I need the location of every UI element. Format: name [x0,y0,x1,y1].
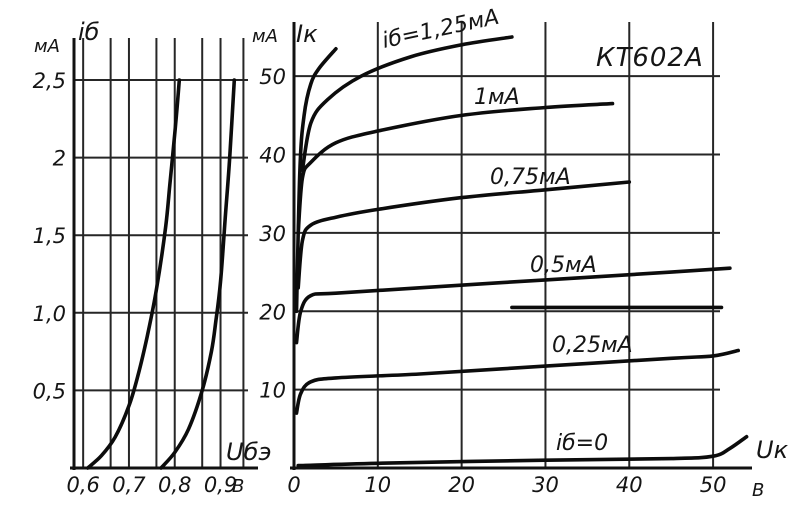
output-x-tick-label: 20 [448,473,475,497]
input-x-tick-label: 0,6 [66,473,99,497]
curve-label-0-75ma: 0,75мА [490,165,571,190]
output-y-tick-label: 30 [259,222,286,246]
input-x-tick-label: 0,9 [204,473,237,497]
input-y-tick-label: 2,5 [33,69,66,93]
curve-label-0-5ma: 0,5мА [530,253,597,278]
input-y-tick-label: 1,5 [33,224,66,248]
output-curve-1 [300,35,514,172]
input-grid [74,38,248,468]
output-curve-6 [294,348,740,415]
output-tick-labels: 0 10 20 30 40 50 10 20 30 40 50 [259,65,726,497]
output-characteristics-panel: мА Iк Uк В КТ602А 0 10 20 30 40 501020304050 … [252,5,789,501]
curve-label-ib-1-25ma: iб=1,25мА [380,5,501,54]
output-y-tick-label: 10 [259,379,286,403]
chart-title: КТ602А [596,43,704,73]
input-y-unit: мА [34,36,60,57]
output-x-tick-label: 30 [532,473,559,497]
input-curves [85,78,237,470]
input-y-label: iб [78,18,100,46]
output-x-tick-label: 0 [287,473,300,497]
input-x-tick-label: 0,7 [112,473,146,497]
output-x-tick-label: 40 [616,473,643,497]
output-axes [290,22,752,470]
input-x-unit: В [232,476,244,497]
input-tick-labels: 0,6 0,7 0,8 0,9 0,5 1,0 1,5 2 2,5 [33,69,238,497]
output-x-tick-label: 10 [364,473,391,497]
output-curve-2 [296,101,615,235]
output-x-unit: В [752,480,764,501]
input-x-label: Uбэ [226,438,272,466]
curve-label-0-25ma: 0,25мА [552,333,633,358]
curve-label-1ma: 1мА [474,85,520,110]
curve-label-ib-0: iб=0 [556,431,608,456]
input-y-tick-label: 2 [53,147,66,171]
output-grid [294,22,720,468]
input-y-tick-label: 1,0 [33,302,66,326]
input-curve-0 [85,78,182,470]
output-y-tick-label: 50 [259,65,286,89]
output-y-label: Iк [296,20,318,48]
input-y-tick-label: 0,5 [33,379,66,403]
input-axes [70,38,258,470]
output-y-tick-label: 20 [259,300,286,324]
input-curve-1 [159,78,237,470]
output-x-tick-label: 50 [700,473,727,497]
output-y-unit: мА [252,26,278,47]
output-x-label: Uк [756,436,789,464]
input-x-tick-label: 0,8 [158,473,191,497]
output-curves [294,35,749,468]
output-curve-3 [296,180,632,290]
output-curve-4 [294,266,732,345]
input-characteristics-panel: мА iб Uбэ В 0,6 0,7 0,8 0,9 0,5 1,0 1,5 2 2,5 [33,18,272,497]
output-curve-7 [296,434,749,468]
output-y-tick-label: 40 [259,144,286,168]
